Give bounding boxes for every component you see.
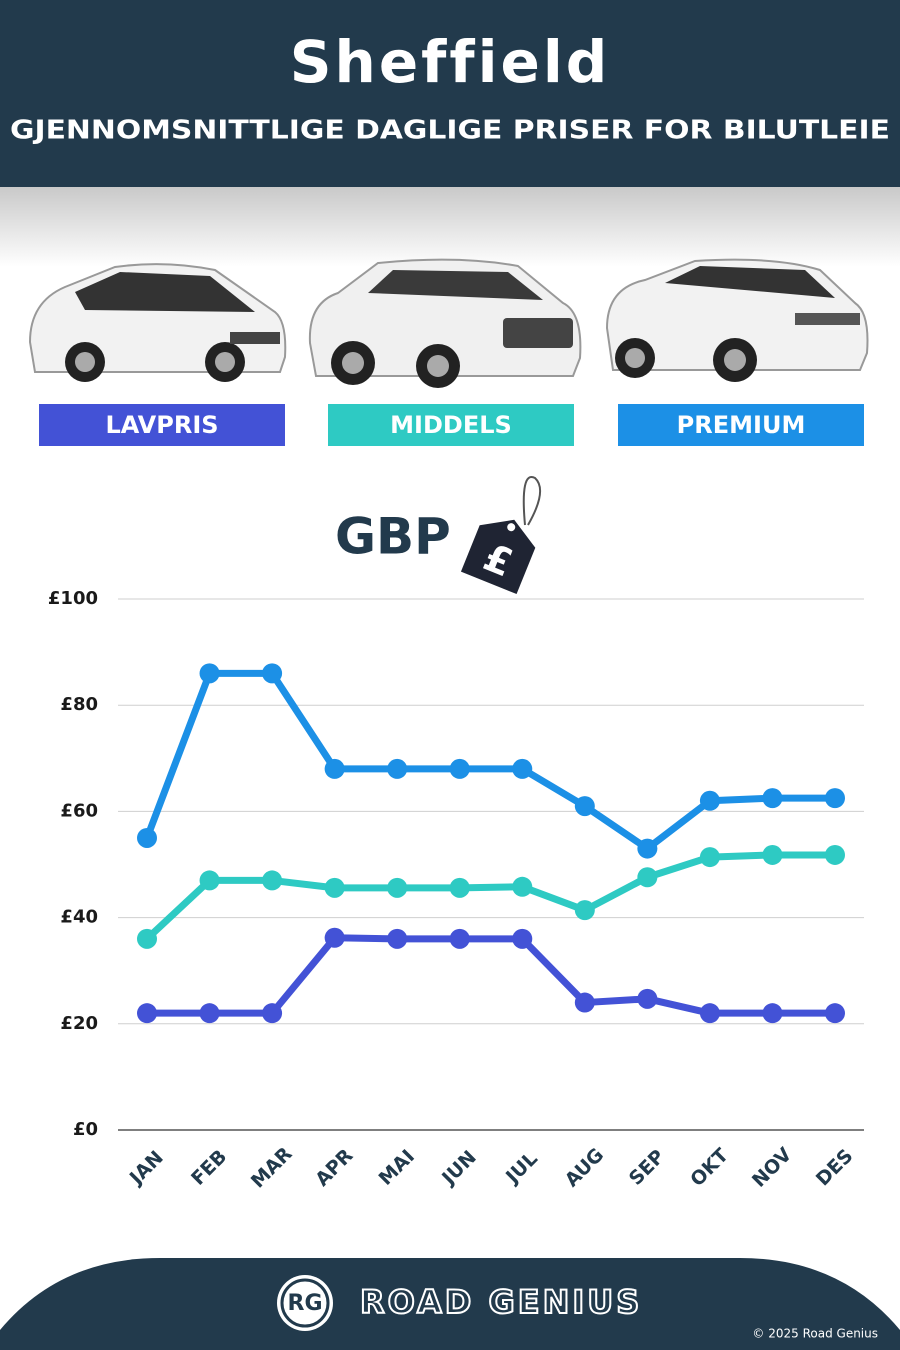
car-midsize — [308, 258, 582, 388]
data-point — [512, 928, 533, 949]
car-premium — [605, 258, 869, 382]
chart-title: Sheffield — [290, 28, 610, 96]
series-line — [143, 669, 839, 853]
y-tick-label: £40 — [60, 907, 98, 928]
data-point — [199, 663, 220, 684]
data-point — [262, 1003, 283, 1024]
data-point — [574, 992, 595, 1013]
chart-subtitle: GJENNOMSNITTLIGE DAGLIGE PRISER FOR BILU… — [10, 116, 890, 146]
header-shadow — [0, 187, 900, 267]
copyright: © 2025 Road Genius — [752, 1327, 878, 1341]
logo-ring — [280, 1278, 330, 1328]
data-point — [324, 877, 345, 898]
header — [0, 0, 900, 187]
logo-text: RG — [288, 1291, 323, 1316]
data-point — [324, 758, 345, 779]
data-point — [449, 758, 470, 779]
data-point — [762, 844, 783, 865]
data-point — [137, 827, 157, 848]
price-tag: £ — [460, 519, 536, 595]
data-point — [825, 844, 845, 865]
data-point — [512, 758, 533, 779]
data-point — [387, 877, 408, 898]
data-point — [574, 796, 595, 817]
legend-swatch — [39, 404, 285, 446]
data-point — [449, 877, 470, 898]
series-line — [143, 934, 839, 1017]
tag-string — [522, 476, 542, 526]
legend-label: PREMIUM — [677, 411, 806, 439]
data-point — [512, 876, 533, 897]
y-tick-label: £80 — [60, 694, 98, 715]
series-line — [143, 851, 839, 943]
data-point — [449, 928, 470, 949]
car-economy — [28, 263, 287, 382]
y-tick-label: £0 — [73, 1119, 98, 1140]
data-point — [637, 838, 658, 859]
data-point — [699, 1003, 720, 1024]
data-point — [262, 870, 283, 891]
data-point — [574, 900, 595, 921]
y-tick-label: £100 — [48, 588, 98, 609]
data-point — [199, 870, 220, 891]
legend-label: LAVPRIS — [105, 411, 218, 439]
data-point — [199, 1003, 220, 1024]
currency-label: GBP — [335, 508, 451, 566]
y-tick-label: £20 — [60, 1013, 98, 1034]
footer — [0, 1258, 900, 1350]
data-point — [637, 988, 658, 1009]
data-point — [324, 927, 345, 948]
data-point — [762, 788, 783, 809]
legend-label: MIDDELS — [390, 411, 512, 439]
logo-badge — [277, 1275, 333, 1331]
data-point — [262, 663, 283, 684]
data-point — [137, 928, 157, 949]
data-point — [637, 867, 658, 888]
legend-swatch — [328, 404, 574, 446]
legend-swatch — [618, 404, 864, 446]
data-point — [699, 847, 720, 868]
data-point — [699, 790, 720, 811]
brand-name: ROAD GENIUS — [360, 1283, 642, 1321]
data-point — [387, 758, 408, 779]
data-point — [387, 928, 408, 949]
data-point — [137, 1003, 157, 1024]
y-tick-label: £60 — [60, 800, 98, 821]
data-point — [762, 1003, 783, 1024]
data-point — [825, 1003, 845, 1024]
data-point — [825, 788, 845, 809]
